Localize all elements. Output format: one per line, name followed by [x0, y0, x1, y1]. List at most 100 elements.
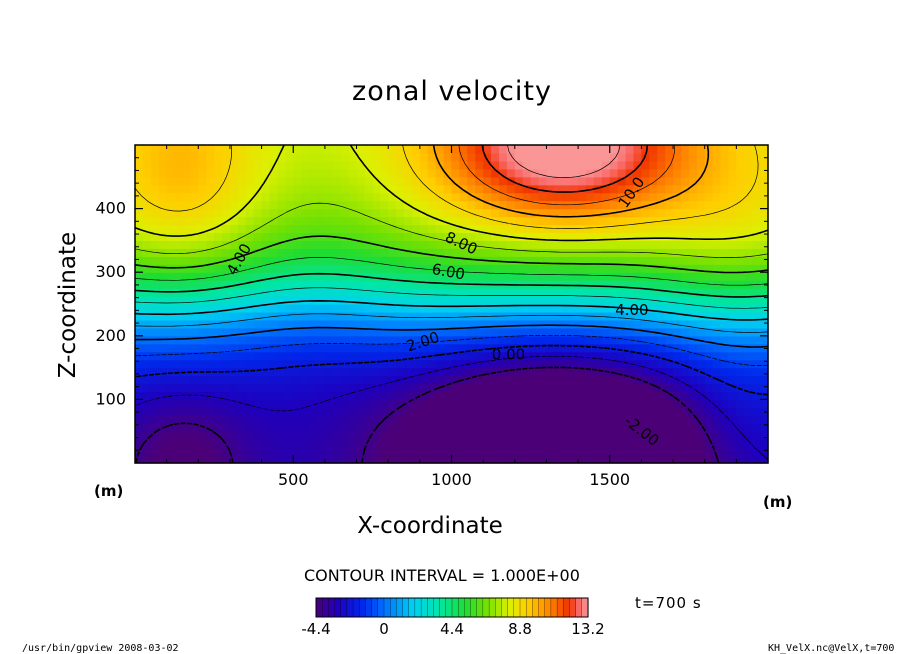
field-cell [483, 375, 492, 385]
field-cell [475, 240, 484, 249]
field-cell [696, 327, 706, 337]
field-cell [380, 304, 389, 313]
field-cell [380, 423, 389, 432]
field-cell [538, 224, 548, 234]
field-cell [483, 391, 492, 400]
field-cell [372, 319, 381, 329]
field-cell [166, 375, 176, 385]
field-cell [459, 176, 468, 186]
field-cell [419, 367, 429, 377]
field-cell [601, 391, 611, 400]
field-cell [309, 145, 318, 154]
field-cell [720, 447, 730, 456]
field-cell [214, 351, 223, 361]
field-cell [522, 367, 532, 377]
field-cell [309, 240, 318, 249]
field-cell [142, 391, 152, 400]
field-cell [633, 160, 642, 170]
field-cell [261, 415, 271, 424]
field-cell [214, 168, 223, 178]
field-cell [593, 296, 603, 305]
field-cell [229, 264, 239, 273]
field-cell [142, 272, 152, 281]
field-cell [593, 407, 603, 416]
field-cell [253, 431, 263, 440]
field-cell [696, 319, 706, 329]
field-cell [696, 145, 706, 154]
field-cell [562, 304, 571, 313]
field-cell [135, 184, 144, 194]
field-cell [744, 200, 753, 210]
field-cell [190, 288, 199, 297]
field-cell [728, 383, 737, 393]
field-cell [309, 160, 318, 170]
field-cell [174, 272, 184, 281]
field-cell [324, 351, 334, 361]
field-cell [483, 208, 492, 218]
field-cell [356, 240, 366, 249]
field-cell [435, 455, 445, 464]
field-cell [601, 407, 611, 416]
field-cell [214, 296, 223, 305]
field-cell [530, 272, 540, 281]
field-cell [388, 415, 397, 424]
field-cell [261, 311, 271, 321]
field-cell [538, 335, 548, 345]
field-cell [158, 367, 168, 377]
field-cell [348, 176, 358, 186]
field-cell [586, 415, 595, 424]
field-cell [704, 232, 714, 241]
field-cell [229, 319, 239, 329]
field-cell [744, 288, 753, 297]
field-cell [688, 423, 698, 432]
field-cell [166, 152, 176, 162]
field-cell [396, 216, 405, 226]
field-cell [222, 431, 231, 440]
field-cell [443, 375, 453, 385]
field-cell [388, 272, 397, 281]
field-cell [253, 280, 263, 289]
field-cell [554, 439, 563, 448]
field-cell [483, 343, 492, 353]
field-cell [388, 383, 397, 393]
field-cell [586, 280, 595, 289]
field-cell [554, 319, 563, 329]
field-cell [269, 184, 279, 194]
field-cell [206, 288, 215, 297]
field-cell [562, 327, 571, 337]
field-cell [166, 407, 176, 416]
field-cell [324, 319, 334, 329]
field-cell [396, 391, 405, 400]
field-cell [190, 184, 199, 194]
field-cell [538, 311, 548, 321]
field-cell [190, 145, 199, 154]
field-cell [309, 200, 318, 210]
field-cell [372, 272, 381, 281]
field-cell [253, 407, 263, 416]
field-cell [380, 431, 389, 440]
field-cell [443, 304, 453, 313]
field-cell [135, 367, 144, 377]
field-cell [712, 200, 722, 210]
field-cell [419, 296, 429, 305]
field-cell [673, 248, 682, 257]
field-cell [586, 327, 595, 337]
field-cell [641, 240, 650, 249]
field-cell [253, 264, 263, 273]
field-cell [451, 391, 461, 400]
field-cell [404, 304, 413, 313]
field-cell [261, 431, 271, 440]
field-cell [506, 224, 516, 234]
field-cell [348, 248, 358, 257]
field-cell [633, 232, 642, 241]
field-cell [617, 311, 627, 321]
field-cell [261, 391, 271, 400]
field-cell [285, 288, 294, 297]
field-cell [696, 455, 706, 464]
field-cell [538, 288, 548, 297]
field-cell [222, 240, 231, 249]
field-cell [467, 264, 476, 273]
field-cell [340, 264, 350, 273]
field-cell [214, 232, 223, 241]
field-cell [506, 415, 516, 424]
